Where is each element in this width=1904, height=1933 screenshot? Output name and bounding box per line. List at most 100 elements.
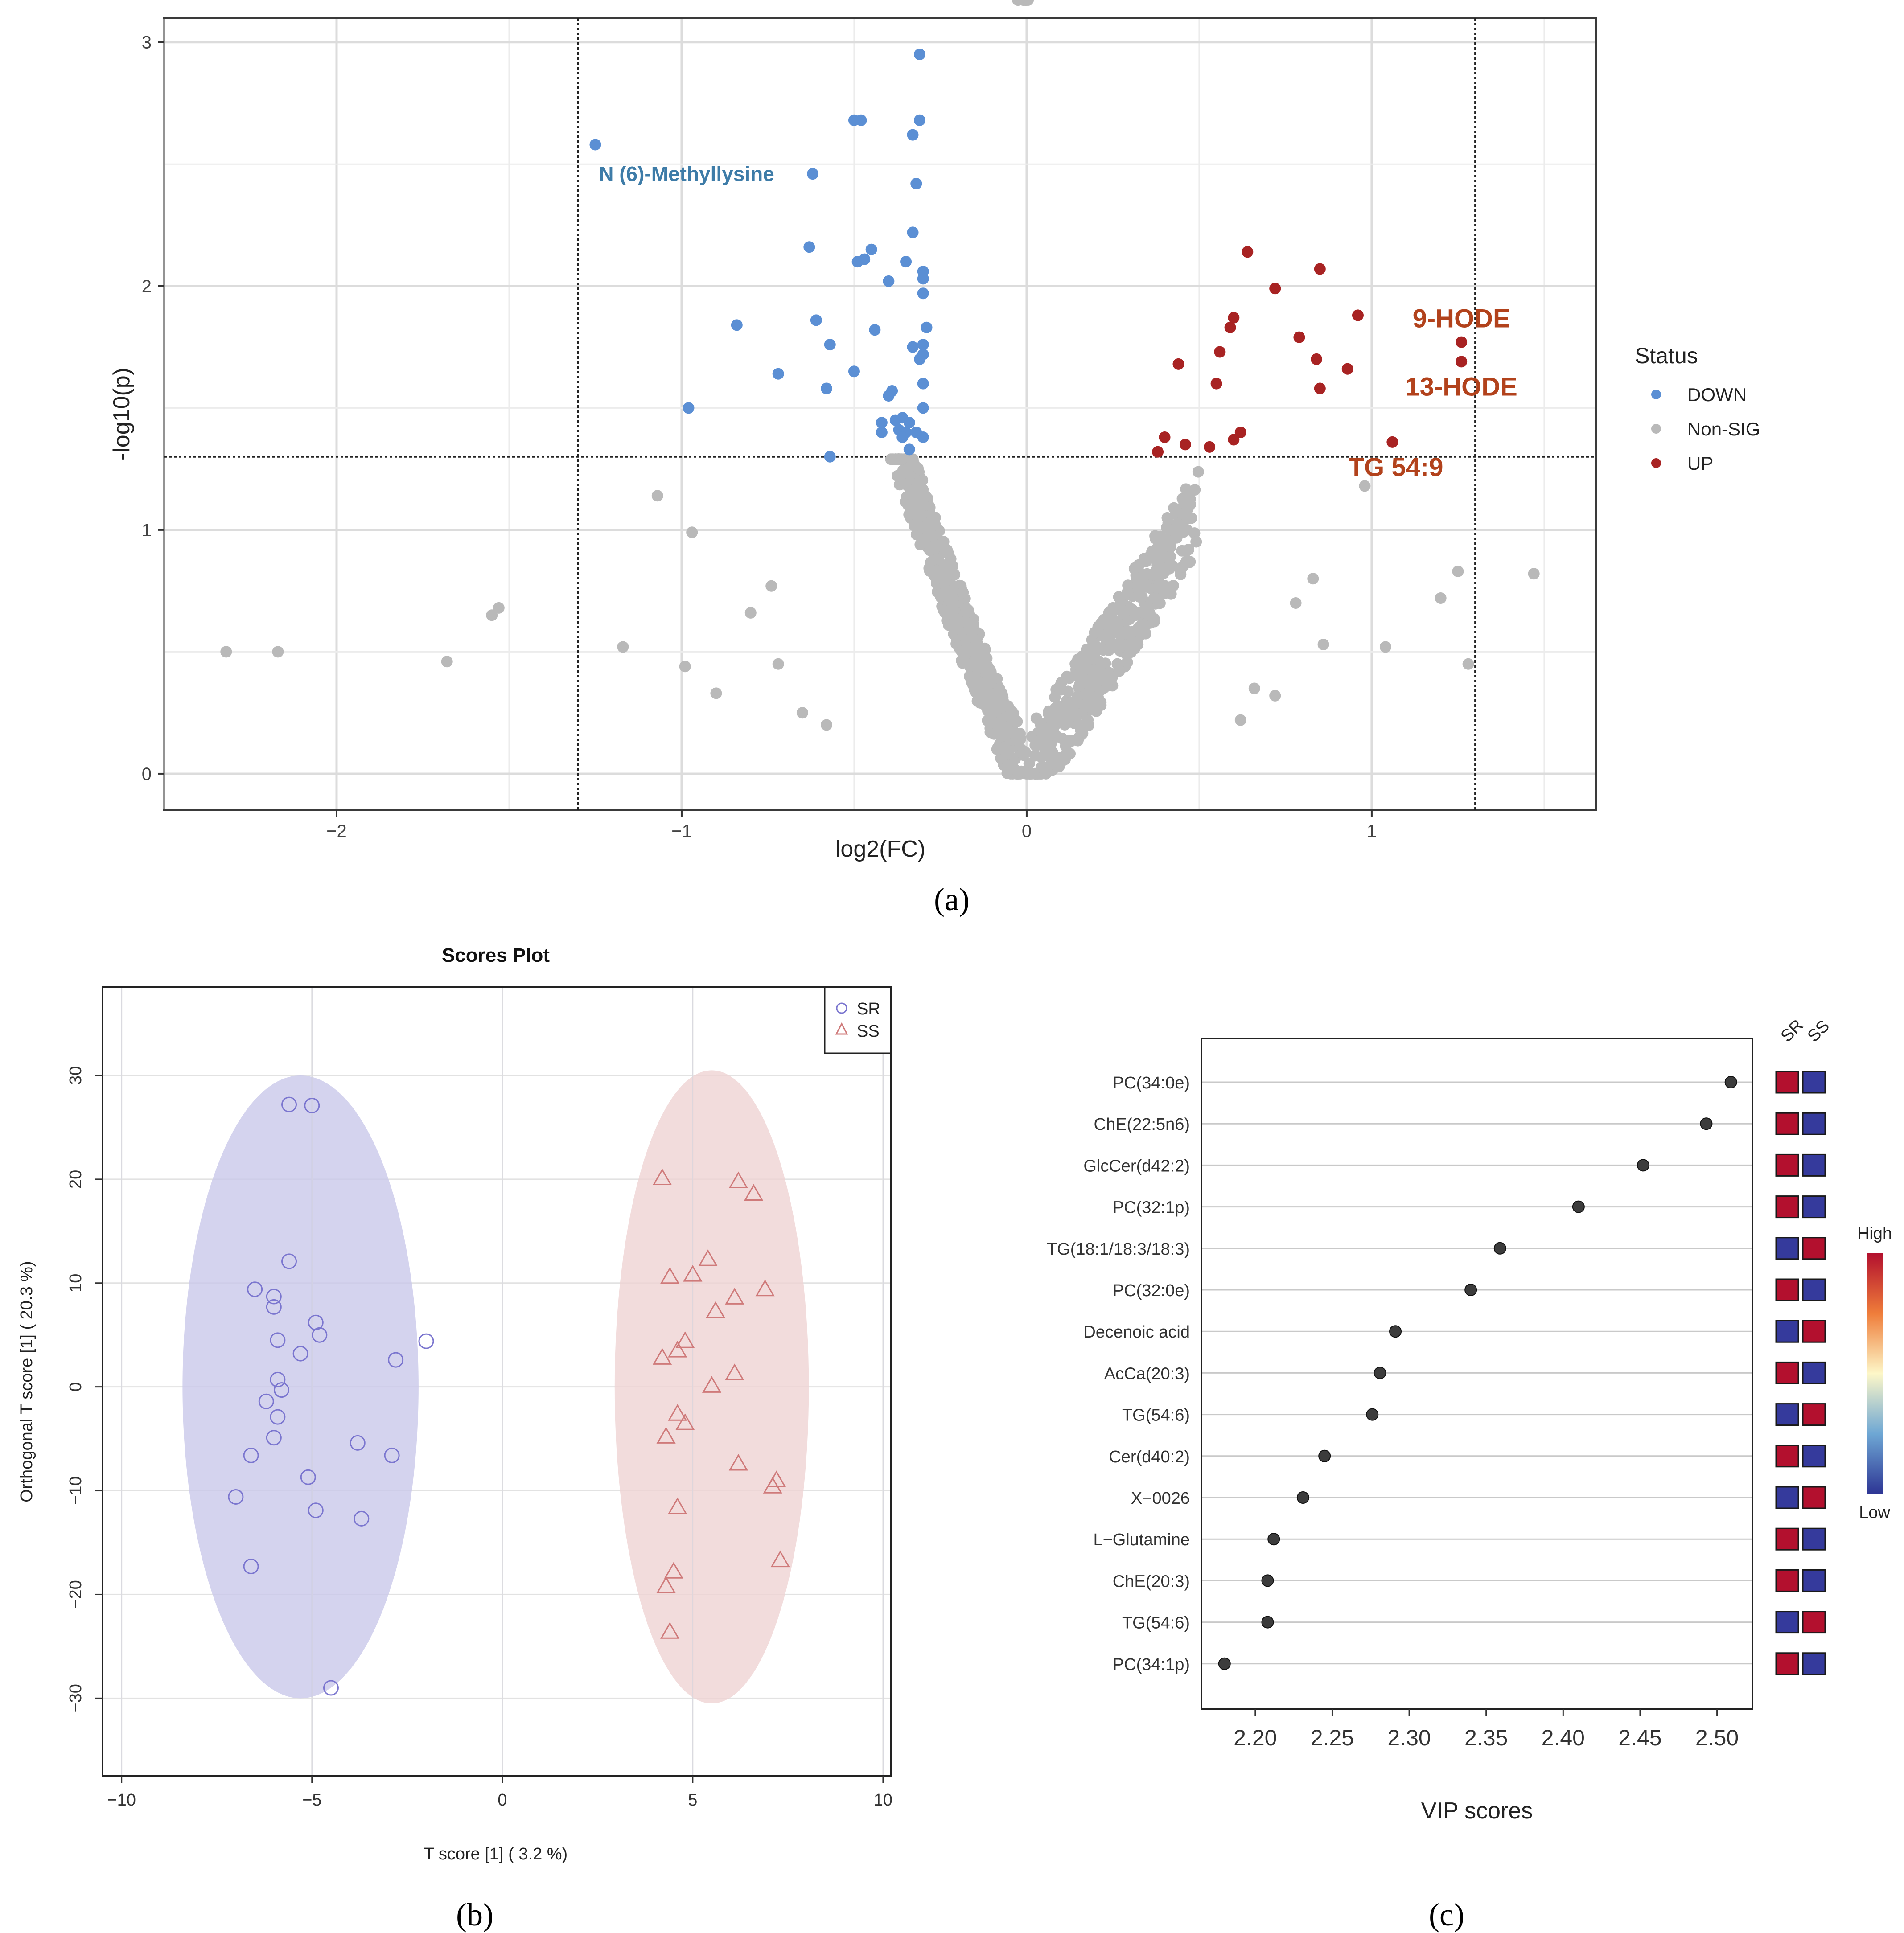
volcano-point-nonsig [959, 657, 971, 669]
scores-point-ss [652, 1348, 672, 1365]
volcano-point-nonsig [1248, 682, 1260, 694]
scores-y-tick-label: 30 [66, 1066, 85, 1085]
volcano-point-nonsig [1120, 628, 1132, 640]
volcano-point-nonsig [1182, 544, 1194, 556]
volcano-point-nonsig [1146, 583, 1158, 595]
scores-x-axis-label: T score [1] ( 3.2 %) [424, 1845, 567, 1863]
vip-x-tick-label: 2.25 [1311, 1725, 1354, 1750]
legend-label-up: UP [1687, 453, 1713, 474]
scores-point-ss [656, 1576, 676, 1593]
heat-cell-sr [1775, 1445, 1799, 1468]
volcano-point-nonsig [1234, 714, 1246, 726]
heat-legend-high: High [1857, 1224, 1892, 1243]
heat-cell-sr [1775, 1237, 1799, 1260]
volcano-point-down [821, 382, 833, 394]
volcano-point-down [865, 243, 877, 255]
volcano-point-nonsig [493, 602, 505, 614]
heat-cell-ss [1802, 1403, 1826, 1426]
vip-point [1389, 1325, 1402, 1338]
volcano-point-down [859, 253, 871, 265]
volcano-point-down [917, 273, 929, 285]
legend-label-down: DOWN [1687, 384, 1747, 405]
volcano-point-down [921, 321, 933, 333]
volcano-point-nonsig [942, 558, 954, 570]
volcano-point-nonsig [1290, 597, 1302, 609]
volcano-point-nonsig [1082, 719, 1094, 731]
volcano-point-nonsig [991, 742, 1003, 754]
volcano-point-down [876, 427, 888, 439]
volcano-point-up [1152, 446, 1164, 458]
volcano-panel: −2 −1 0 1 0 1 2 3 N (6)-Methyllysine 9-HODE 13-HO… [109, 0, 1760, 917]
volcano-point-down [907, 129, 919, 141]
volcano-point-up [1456, 356, 1468, 368]
volcano-x-tick-label: 1 [1367, 821, 1377, 841]
legend-marker-ss [835, 1022, 848, 1035]
volcano-point-nonsig [1307, 573, 1319, 585]
scores-point-sr [273, 1382, 289, 1398]
scores-x-tick-label: 10 [874, 1791, 892, 1810]
volcano-point-nonsig [1010, 734, 1022, 746]
vip-category-label: PC(34:0e) [1113, 1074, 1190, 1092]
vip-x-tick-label: 2.30 [1387, 1725, 1431, 1750]
volcano-point-nonsig [1189, 484, 1201, 496]
volcano-point-nonsig [765, 580, 777, 592]
volcano-points [220, 0, 1540, 780]
vip-plot-frame [1201, 1038, 1753, 1710]
volcano-point-down [917, 402, 929, 414]
panel-c-label: (c) [1429, 1897, 1464, 1933]
scores-point-sr [266, 1289, 282, 1305]
confidence-ellipse-ss [614, 1070, 809, 1703]
volcano-point-nonsig [617, 641, 629, 653]
scores-y-tick-label: 0 [66, 1382, 85, 1391]
scores-panel: Scores Plot −10 −5 0 5 10 −30 −20 −10 0 10 20 30 T … [17, 944, 892, 1933]
volcano-point-up [1179, 439, 1191, 451]
vip-category-label: TG(54:6) [1122, 1614, 1190, 1633]
volcano-point-nonsig [486, 609, 498, 621]
volcano-point-down [876, 417, 888, 429]
panel-b-label: (b) [456, 1897, 493, 1933]
volcano-point-down [810, 314, 822, 326]
volcano-point-down [917, 339, 929, 351]
volcano-point-up [1228, 312, 1240, 324]
vip-point [1572, 1200, 1585, 1213]
scores-points [228, 1096, 790, 1696]
volcano-point-nonsig [885, 453, 897, 465]
volcano-point-nonsig [220, 646, 232, 658]
volcano-point-up [1234, 427, 1246, 439]
volcano-point-up [1228, 434, 1240, 446]
volcano-point-nonsig [991, 701, 1003, 713]
scores-point-ss [763, 1477, 782, 1494]
volcano-point-nonsig [941, 544, 953, 556]
heat-cell-sr [1775, 1278, 1799, 1301]
scores-point-ss [728, 1171, 748, 1189]
scores-point-sr [281, 1096, 297, 1112]
volcano-point-nonsig [972, 639, 984, 651]
volcano-point-down [903, 443, 915, 456]
volcano-point-nonsig [1113, 591, 1125, 603]
scores-point-sr [266, 1299, 282, 1315]
vip-point [1464, 1284, 1477, 1296]
volcano-point-nonsig [1036, 731, 1049, 743]
volcano-point-nonsig [1528, 568, 1540, 580]
scores-point-ss [698, 1249, 718, 1266]
legend-swatch-up [1651, 458, 1661, 468]
volcano-point-nonsig [1317, 639, 1329, 650]
vip-point [1318, 1449, 1331, 1462]
volcano-point-nonsig [987, 673, 999, 685]
heat-cell-ss [1802, 1320, 1826, 1343]
volcano-annotation: 13-HODE [1405, 373, 1517, 402]
volcano-point-up [1242, 246, 1254, 258]
volcano-point-nonsig [960, 603, 972, 615]
heat-cell-sr [1775, 1320, 1799, 1343]
heat-cell-ss [1802, 1486, 1826, 1509]
scores-point-ss [770, 1550, 790, 1568]
volcano-annotation: TG 54:9 [1349, 453, 1443, 482]
volcano-point-nonsig [1181, 524, 1193, 536]
volcano-point-nonsig [1452, 565, 1464, 577]
scores-point-sr [292, 1346, 308, 1362]
volcano-point-down [896, 431, 909, 443]
volcano-point-up [1386, 436, 1398, 448]
scores-x-tick-label: −10 [107, 1791, 136, 1810]
volcano-point-nonsig [1008, 763, 1020, 775]
scores-point-sr [308, 1502, 324, 1518]
